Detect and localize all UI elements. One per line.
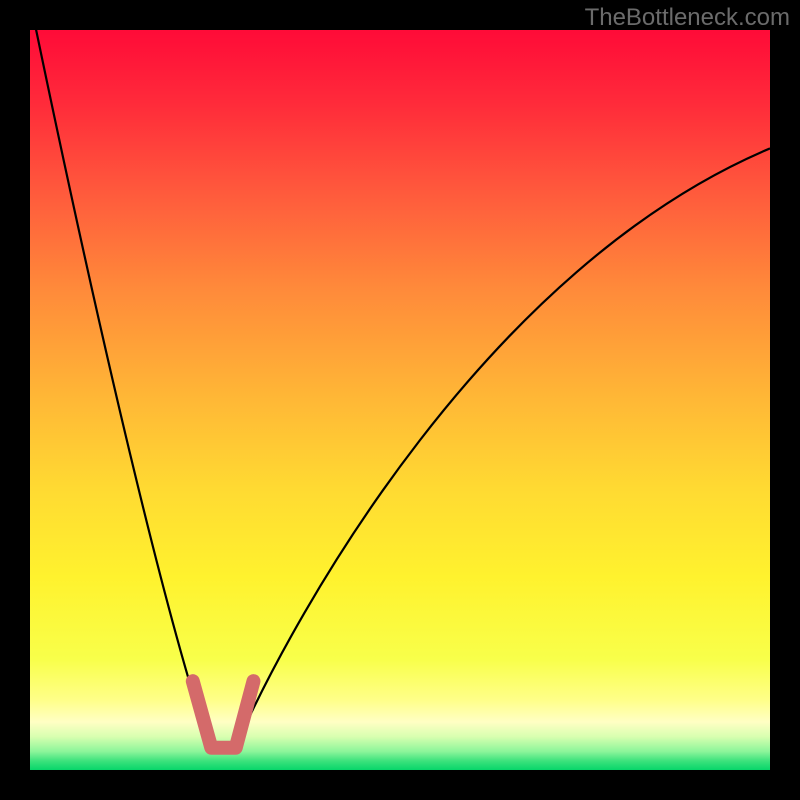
watermark-text: TheBottleneck.com [585,4,790,32]
chart-container: TheBottleneck.com [0,0,800,800]
bottleneck-chart [0,0,800,800]
plot-background-gradient [30,30,770,770]
